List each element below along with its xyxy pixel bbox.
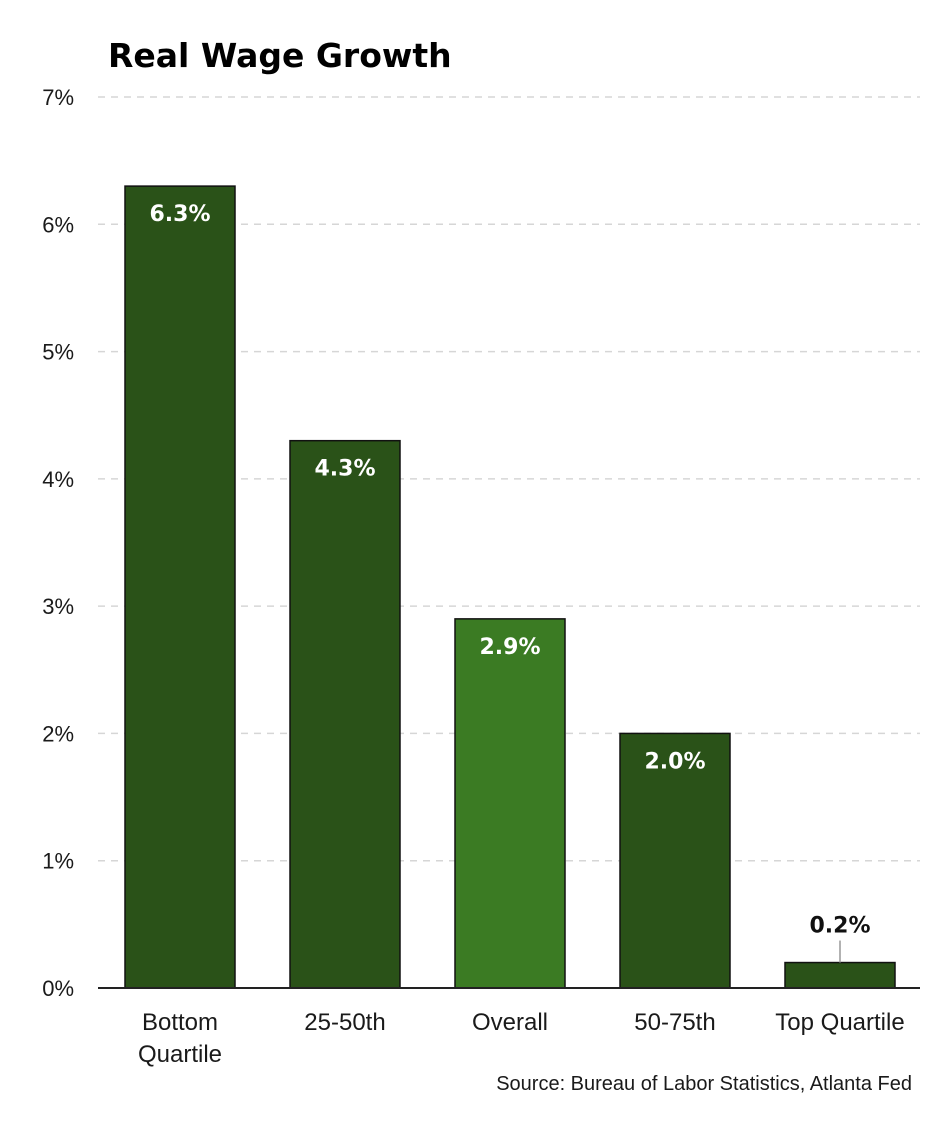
data-label: 2.0% bbox=[644, 749, 705, 774]
x-tick-label: Top Quartile bbox=[775, 1009, 904, 1036]
x-axis-ticks: Bottom Quartile 25-50th Overall 50-75th Top Q… bbox=[138, 1009, 905, 1068]
data-label: 4.3% bbox=[314, 457, 375, 482]
source-note: Source: Bureau of Labor Statistics, Atla… bbox=[496, 1073, 912, 1095]
y-tick-label: 7% bbox=[42, 85, 74, 110]
y-tick-label: 6% bbox=[42, 212, 74, 237]
bar-3 bbox=[619, 732, 731, 989]
x-tick-label: Bottom Quartile bbox=[138, 1009, 222, 1068]
bar-0 bbox=[124, 185, 236, 989]
y-tick-label: 4% bbox=[42, 467, 74, 492]
y-tick-label: 0% bbox=[42, 976, 74, 1001]
y-tick-label: 3% bbox=[42, 594, 74, 619]
data-label: 6.3% bbox=[149, 202, 210, 227]
chart-title: Real Wage Growth bbox=[108, 36, 452, 75]
data-label: 0.2% bbox=[809, 914, 870, 939]
x-tick-label: 25-50th bbox=[304, 1009, 385, 1036]
bar-4 bbox=[784, 961, 896, 989]
y-tick-label: 5% bbox=[42, 340, 74, 365]
y-tick-label: 2% bbox=[42, 721, 74, 746]
x-tick-label-line: Top Quartile bbox=[775, 1009, 904, 1036]
y-axis-ticks: 0% 1% 2% 3% 4% 5% 6% 7% bbox=[42, 85, 74, 1001]
x-tick-label-line: 25-50th bbox=[304, 1009, 385, 1036]
y-tick-label: 1% bbox=[42, 849, 74, 874]
bar-2 bbox=[454, 618, 566, 989]
x-tick-label-line: Bottom bbox=[142, 1009, 218, 1036]
bars bbox=[124, 185, 896, 989]
x-tick-label: Overall bbox=[472, 1009, 548, 1036]
bar-1 bbox=[289, 439, 401, 989]
data-label: 2.9% bbox=[479, 635, 540, 660]
x-tick-label-line: Overall bbox=[472, 1009, 548, 1036]
data-labels: 6.3% 4.3% 2.9% 2.0% 0.2% bbox=[149, 202, 871, 963]
x-tick-label: 50-75th bbox=[634, 1009, 715, 1036]
x-tick-label-line: 50-75th bbox=[634, 1009, 715, 1036]
x-tick-label-line: Quartile bbox=[138, 1041, 222, 1068]
